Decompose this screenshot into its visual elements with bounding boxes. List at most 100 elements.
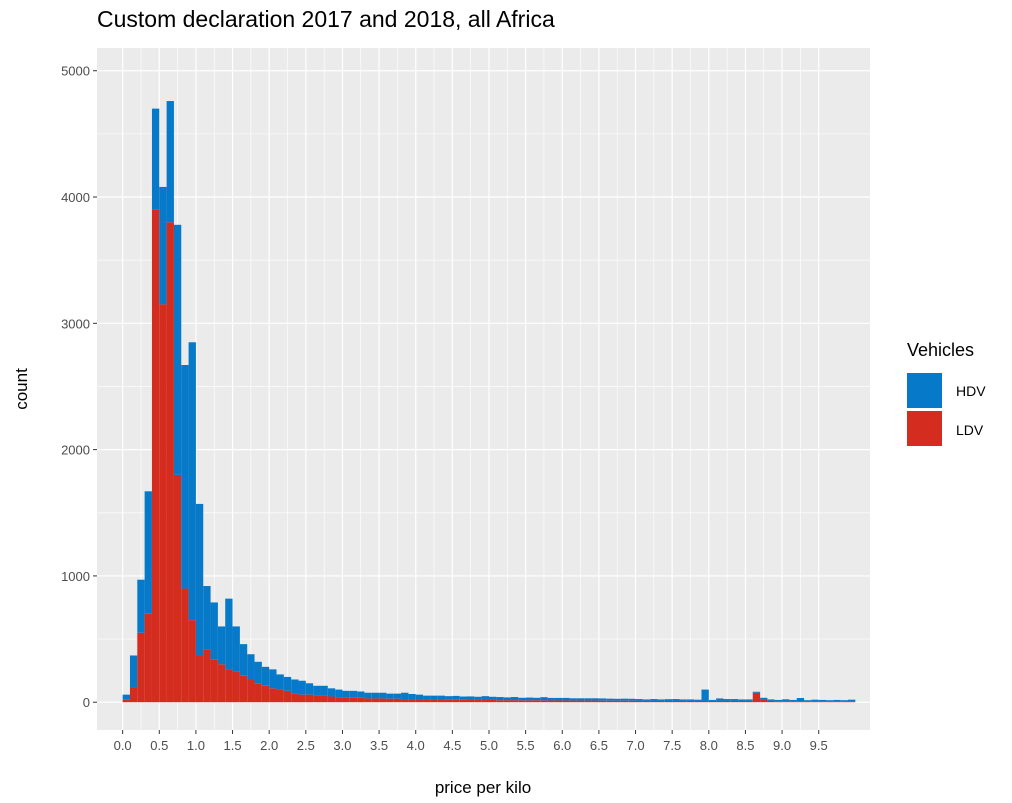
bar-hdv — [789, 699, 797, 702]
bar-ldv — [437, 699, 446, 703]
bar-ldv — [840, 701, 849, 703]
bar-ldv — [554, 700, 563, 703]
bar-ldv — [723, 700, 731, 703]
x-tick-label: 7.5 — [663, 738, 681, 753]
bar-hdv — [393, 693, 402, 699]
bar-hdv — [151, 108, 160, 210]
bar-ldv — [540, 700, 548, 703]
bar-ldv — [774, 701, 783, 703]
bar-ldv — [672, 700, 680, 703]
bar-ldv — [188, 620, 196, 703]
bar-hdv — [437, 695, 446, 700]
bar-hdv — [254, 661, 262, 684]
bar-hdv — [657, 699, 665, 701]
bar-hdv — [181, 365, 189, 589]
bar-hdv — [217, 626, 226, 665]
bar-hdv — [562, 697, 570, 701]
y-tick-label: 0 — [83, 695, 90, 710]
bar-hdv — [210, 602, 218, 660]
bar-ldv — [576, 700, 585, 703]
chart-title: Custom declaration 2017 and 2018, all Af… — [97, 6, 555, 32]
bar-ldv — [291, 693, 299, 703]
bar-hdv — [283, 676, 292, 691]
bar-ldv — [408, 699, 416, 703]
bar-hdv — [679, 699, 687, 701]
bar-ldv — [708, 700, 717, 703]
bar-ldv — [122, 699, 130, 703]
bar-ldv — [738, 700, 746, 703]
bar-hdv — [576, 698, 585, 701]
bar-hdv — [305, 683, 314, 695]
bar-ldv — [525, 700, 533, 703]
bar-ldv — [335, 697, 343, 703]
bar-hdv — [327, 688, 336, 697]
bar-ldv — [679, 700, 687, 703]
bar-ldv — [173, 474, 182, 703]
bar-ldv — [313, 695, 321, 703]
bar-ldv — [767, 700, 775, 703]
bar-ldv — [488, 699, 497, 703]
bar-hdv — [225, 598, 233, 670]
bar-hdv — [173, 224, 182, 475]
bar-ldv — [598, 700, 607, 703]
bar-hdv — [833, 699, 841, 702]
bar-ldv — [137, 632, 145, 703]
bar-ldv — [467, 699, 475, 703]
bar-ldv — [547, 700, 555, 703]
bar-ldv — [782, 701, 790, 703]
legend: Vehicles HDV LDV — [907, 340, 986, 446]
bar-hdv — [613, 698, 621, 701]
x-tick-label: 5.5 — [517, 738, 535, 753]
bar-ldv — [247, 679, 255, 703]
bar-hdv — [320, 685, 328, 696]
bar-hdv — [840, 700, 849, 702]
bar-hdv — [532, 697, 541, 701]
bar-ldv — [225, 669, 233, 703]
bar-hdv — [129, 655, 138, 688]
bar-ldv — [195, 655, 204, 703]
bar-ldv — [371, 698, 380, 703]
bar-hdv — [525, 697, 533, 701]
legend-key-ldv — [907, 411, 942, 446]
bar-ldv — [518, 700, 526, 703]
bar-hdv — [481, 696, 489, 700]
x-tick-label: 2.5 — [297, 738, 315, 753]
bar-ldv — [283, 690, 292, 703]
bar-hdv — [591, 698, 599, 701]
bar-ldv — [459, 699, 468, 703]
bar-hdv — [261, 666, 270, 686]
bar-hdv — [701, 689, 709, 701]
bar-ldv — [305, 694, 314, 703]
bar-ldv — [232, 671, 240, 703]
bar-hdv — [488, 696, 497, 700]
bar-ldv — [591, 700, 599, 703]
bar-ldv — [474, 699, 482, 703]
bar-hdv — [540, 697, 548, 701]
bar-ldv — [804, 701, 812, 703]
bar-ldv — [445, 699, 453, 703]
bar-ldv — [796, 701, 805, 703]
bar-ldv — [730, 700, 739, 703]
bar-ldv — [664, 700, 673, 703]
bar-ldv — [430, 699, 438, 703]
bar-hdv — [782, 699, 790, 702]
bar-hdv — [804, 700, 812, 702]
bar-hdv — [313, 685, 321, 696]
bar-hdv — [598, 698, 607, 701]
bar-ldv — [415, 699, 424, 703]
bar-ldv — [349, 697, 358, 703]
bar-hdv — [694, 699, 702, 701]
bar-hdv — [686, 699, 695, 701]
bar-ldv — [298, 694, 306, 703]
y-axis-title: count — [12, 368, 31, 410]
bar-hdv — [357, 691, 365, 698]
bar-ldv — [818, 701, 827, 703]
bar-ldv — [701, 700, 709, 703]
bar-ldv — [393, 698, 402, 703]
bar-ldv — [716, 700, 724, 703]
x-tick-label: 0.5 — [150, 738, 168, 753]
bar-ldv — [642, 700, 651, 703]
bar-hdv — [195, 503, 204, 656]
bar-ldv — [606, 700, 614, 703]
